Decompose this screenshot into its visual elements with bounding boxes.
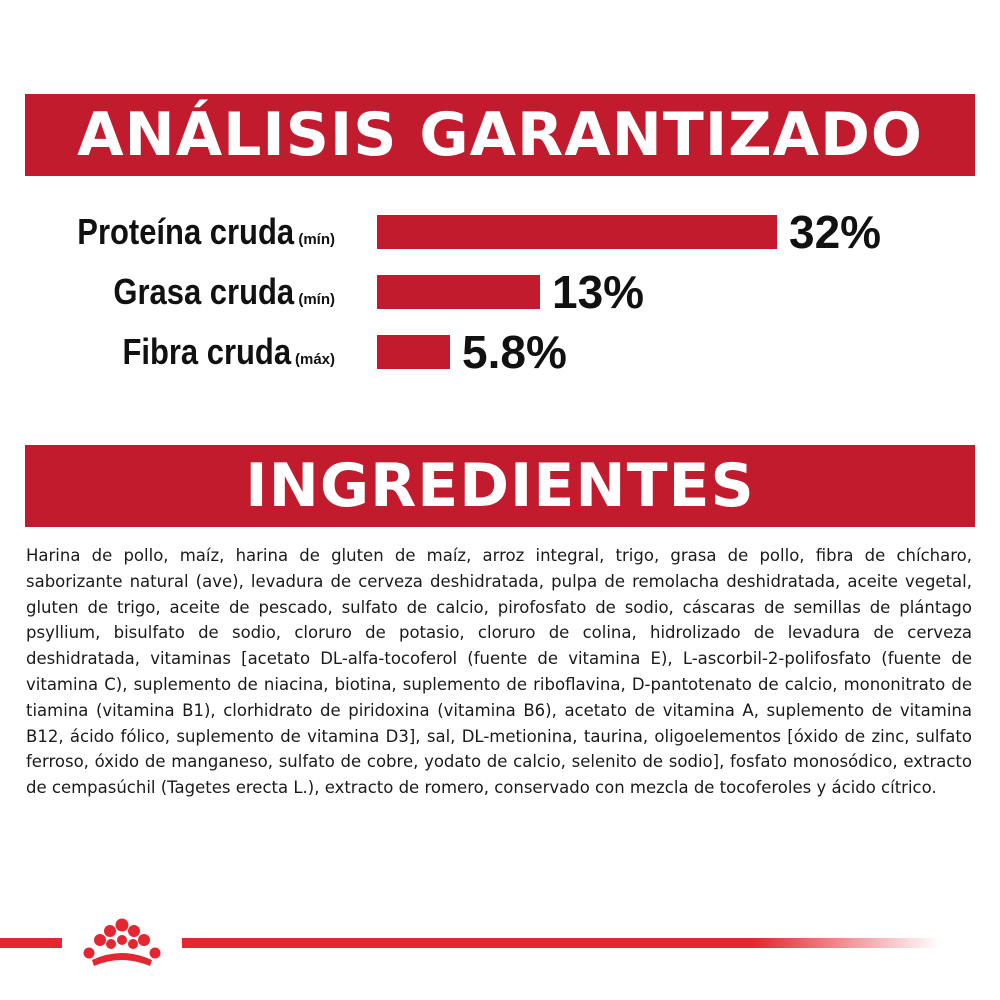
nutrient-row-fat: Grasa cruda (mín) 13% [0, 263, 1000, 323]
ingredients-banner: INGREDIENTES [25, 445, 975, 527]
nutrient-bar-protein [377, 215, 777, 249]
ingredients-text: Harina de pollo, maíz, harina de gluten … [26, 546, 972, 798]
nutrient-qualifier: (mín) [298, 231, 335, 248]
nutrient-label: Proteína cruda (mín) [42, 203, 335, 263]
analysis-banner: ANÁLISIS GARANTIZADO [25, 94, 975, 176]
nutrient-value-fiber: 5.8% [462, 326, 567, 378]
crown-icon [62, 910, 182, 980]
nutrient-value-protein: 32% [789, 206, 882, 258]
nutrient-qualifier: (mín) [298, 291, 335, 308]
footer-line [0, 938, 940, 948]
nutrient-name: Proteína cruda [77, 211, 295, 252]
analysis-title: ANÁLISIS GARANTIZADO [77, 100, 923, 170]
nutrient-qualifier: (máx) [294, 351, 335, 368]
nutrient-row-fiber: Fibra cruda (máx) 5.8% [0, 323, 1000, 383]
nutrient-label: Grasa cruda (mín) [84, 263, 335, 323]
nutrient-row-protein: Proteína cruda (mín) 32% [0, 203, 1000, 263]
nutrient-bar-fat [377, 275, 540, 309]
nutrient-name: Grasa cruda [113, 271, 295, 312]
nutrient-value-fat: 13% [552, 266, 645, 318]
nutrient-bar-fiber [377, 335, 450, 369]
nutrient-name: Fibra cruda [122, 331, 291, 372]
ingredients-title: INGREDIENTES [245, 451, 755, 521]
nutrient-label: Fibra cruda (máx) [95, 323, 335, 383]
